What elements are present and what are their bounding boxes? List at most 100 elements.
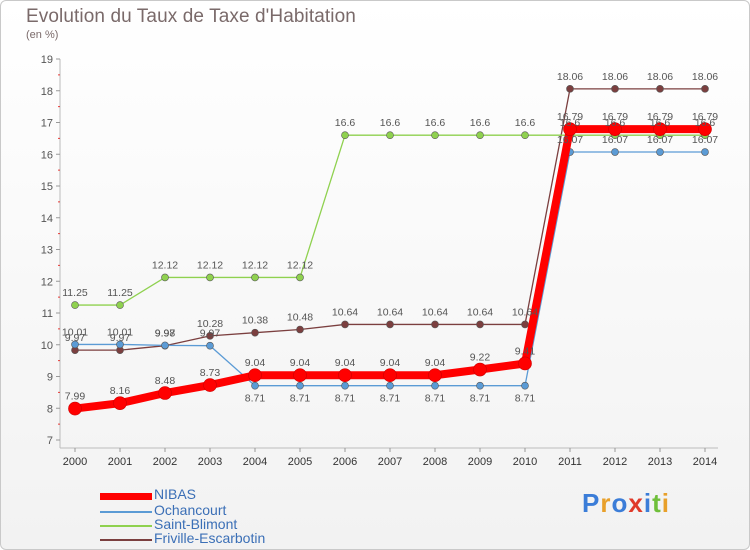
data-point xyxy=(341,381,349,390)
data-point xyxy=(251,381,259,390)
data-label: 16.6 xyxy=(470,117,491,129)
data-label: 16.6 xyxy=(380,117,401,129)
data-label: 8.48 xyxy=(155,375,176,387)
legend-swatch xyxy=(100,525,152,527)
legend-label: Saint-Blimont xyxy=(154,516,238,532)
y-tick-label: 12 xyxy=(41,276,53,288)
data-label: 12.12 xyxy=(242,259,268,271)
data-label: 8.71 xyxy=(380,393,401,405)
data-label: 16.6 xyxy=(605,117,626,129)
data-label: 18.06 xyxy=(647,71,673,83)
data-point xyxy=(338,368,352,383)
y-tick-label: 10 xyxy=(41,340,53,352)
legend-label: NIBAS xyxy=(154,486,197,502)
data-point xyxy=(113,396,127,410)
data-point xyxy=(116,340,124,349)
data-point xyxy=(293,368,307,383)
data-point xyxy=(701,148,709,156)
data-point xyxy=(563,122,577,136)
chart-subtitle: (en %) xyxy=(26,29,59,41)
data-label: 16.79 xyxy=(692,111,718,123)
x-tick-label: 2000 xyxy=(63,456,87,468)
x-tick-label: 2009 xyxy=(468,456,492,468)
logo-letter: P xyxy=(582,488,601,518)
data-label: 9.98 xyxy=(155,327,176,339)
data-label: 8.16 xyxy=(110,385,131,397)
data-point xyxy=(206,273,214,282)
data-label: 8.73 xyxy=(200,367,221,379)
logo-letter: i xyxy=(643,488,653,518)
x-tick-label: 2001 xyxy=(108,456,132,468)
y-tick-label: 19 xyxy=(41,54,53,66)
data-point xyxy=(251,273,259,282)
data-point xyxy=(476,320,484,329)
data-point xyxy=(386,131,394,139)
data-label: 16.79 xyxy=(602,111,628,123)
data-label: 9.22 xyxy=(470,352,491,364)
data-point xyxy=(656,148,664,156)
data-point xyxy=(656,85,664,93)
data-point xyxy=(653,122,667,136)
y-tick-label: 11 xyxy=(42,308,53,320)
data-label: 16.6 xyxy=(695,117,716,129)
data-point xyxy=(701,85,709,93)
data-point xyxy=(698,122,712,136)
data-point xyxy=(428,368,442,383)
data-point xyxy=(161,273,169,282)
data-label: 16.07 xyxy=(602,134,628,146)
x-tick-label: 2004 xyxy=(243,456,267,468)
data-label: 8.71 xyxy=(425,393,446,405)
y-tick-label: 7 xyxy=(47,435,53,447)
data-label: 8.71 xyxy=(470,393,491,405)
data-label: 10.64 xyxy=(512,306,538,318)
legend-swatch xyxy=(100,511,152,513)
data-label: 16.6 xyxy=(650,117,671,129)
data-point xyxy=(383,368,397,383)
data-label: 12.12 xyxy=(152,259,178,271)
data-label: 8.71 xyxy=(335,393,356,405)
data-point xyxy=(473,362,487,377)
data-point xyxy=(611,85,619,93)
data-label: 16.6 xyxy=(425,117,446,129)
data-label: 10.64 xyxy=(332,306,358,318)
legend-label: Ochancourt xyxy=(154,502,227,518)
data-label: 9.97 xyxy=(65,332,86,344)
data-point xyxy=(611,148,619,156)
data-label: 8.71 xyxy=(515,393,536,405)
data-point xyxy=(296,381,304,390)
data-point xyxy=(521,320,529,329)
y-tick-label: 9 xyxy=(47,372,53,384)
data-point xyxy=(341,131,349,139)
x-tick-label: 2002 xyxy=(153,456,177,468)
data-label: 9.04 xyxy=(245,357,266,369)
x-tick-label: 2007 xyxy=(378,456,402,468)
data-point xyxy=(521,381,529,390)
data-label: 9.97 xyxy=(110,332,131,344)
x-tick-label: 2006 xyxy=(333,456,357,468)
data-label: 8.71 xyxy=(245,393,266,405)
data-label: 10.64 xyxy=(377,306,403,318)
data-point xyxy=(296,273,304,282)
data-label: 7.99 xyxy=(65,391,86,403)
data-label: 16.79 xyxy=(557,111,583,123)
data-point xyxy=(203,378,217,392)
data-point xyxy=(431,320,439,329)
x-tick-label: 2012 xyxy=(603,456,627,468)
data-label: 10.64 xyxy=(422,306,448,318)
data-point xyxy=(68,401,82,416)
data-label: 9.41 xyxy=(515,345,536,357)
data-point xyxy=(386,320,394,329)
data-label: 11.25 xyxy=(107,287,133,299)
legend-swatch xyxy=(100,493,152,500)
data-point xyxy=(566,85,574,93)
data-point xyxy=(206,341,214,350)
data-label: 10.01 xyxy=(107,326,133,338)
data-label: 16.07 xyxy=(647,134,673,146)
legend-label: Friville-Escarbotin xyxy=(154,530,266,546)
data-point xyxy=(71,301,79,309)
data-point xyxy=(206,332,214,340)
data-label: 10.01 xyxy=(62,326,88,338)
data-point xyxy=(476,131,484,139)
data-label: 9.04 xyxy=(290,357,311,369)
